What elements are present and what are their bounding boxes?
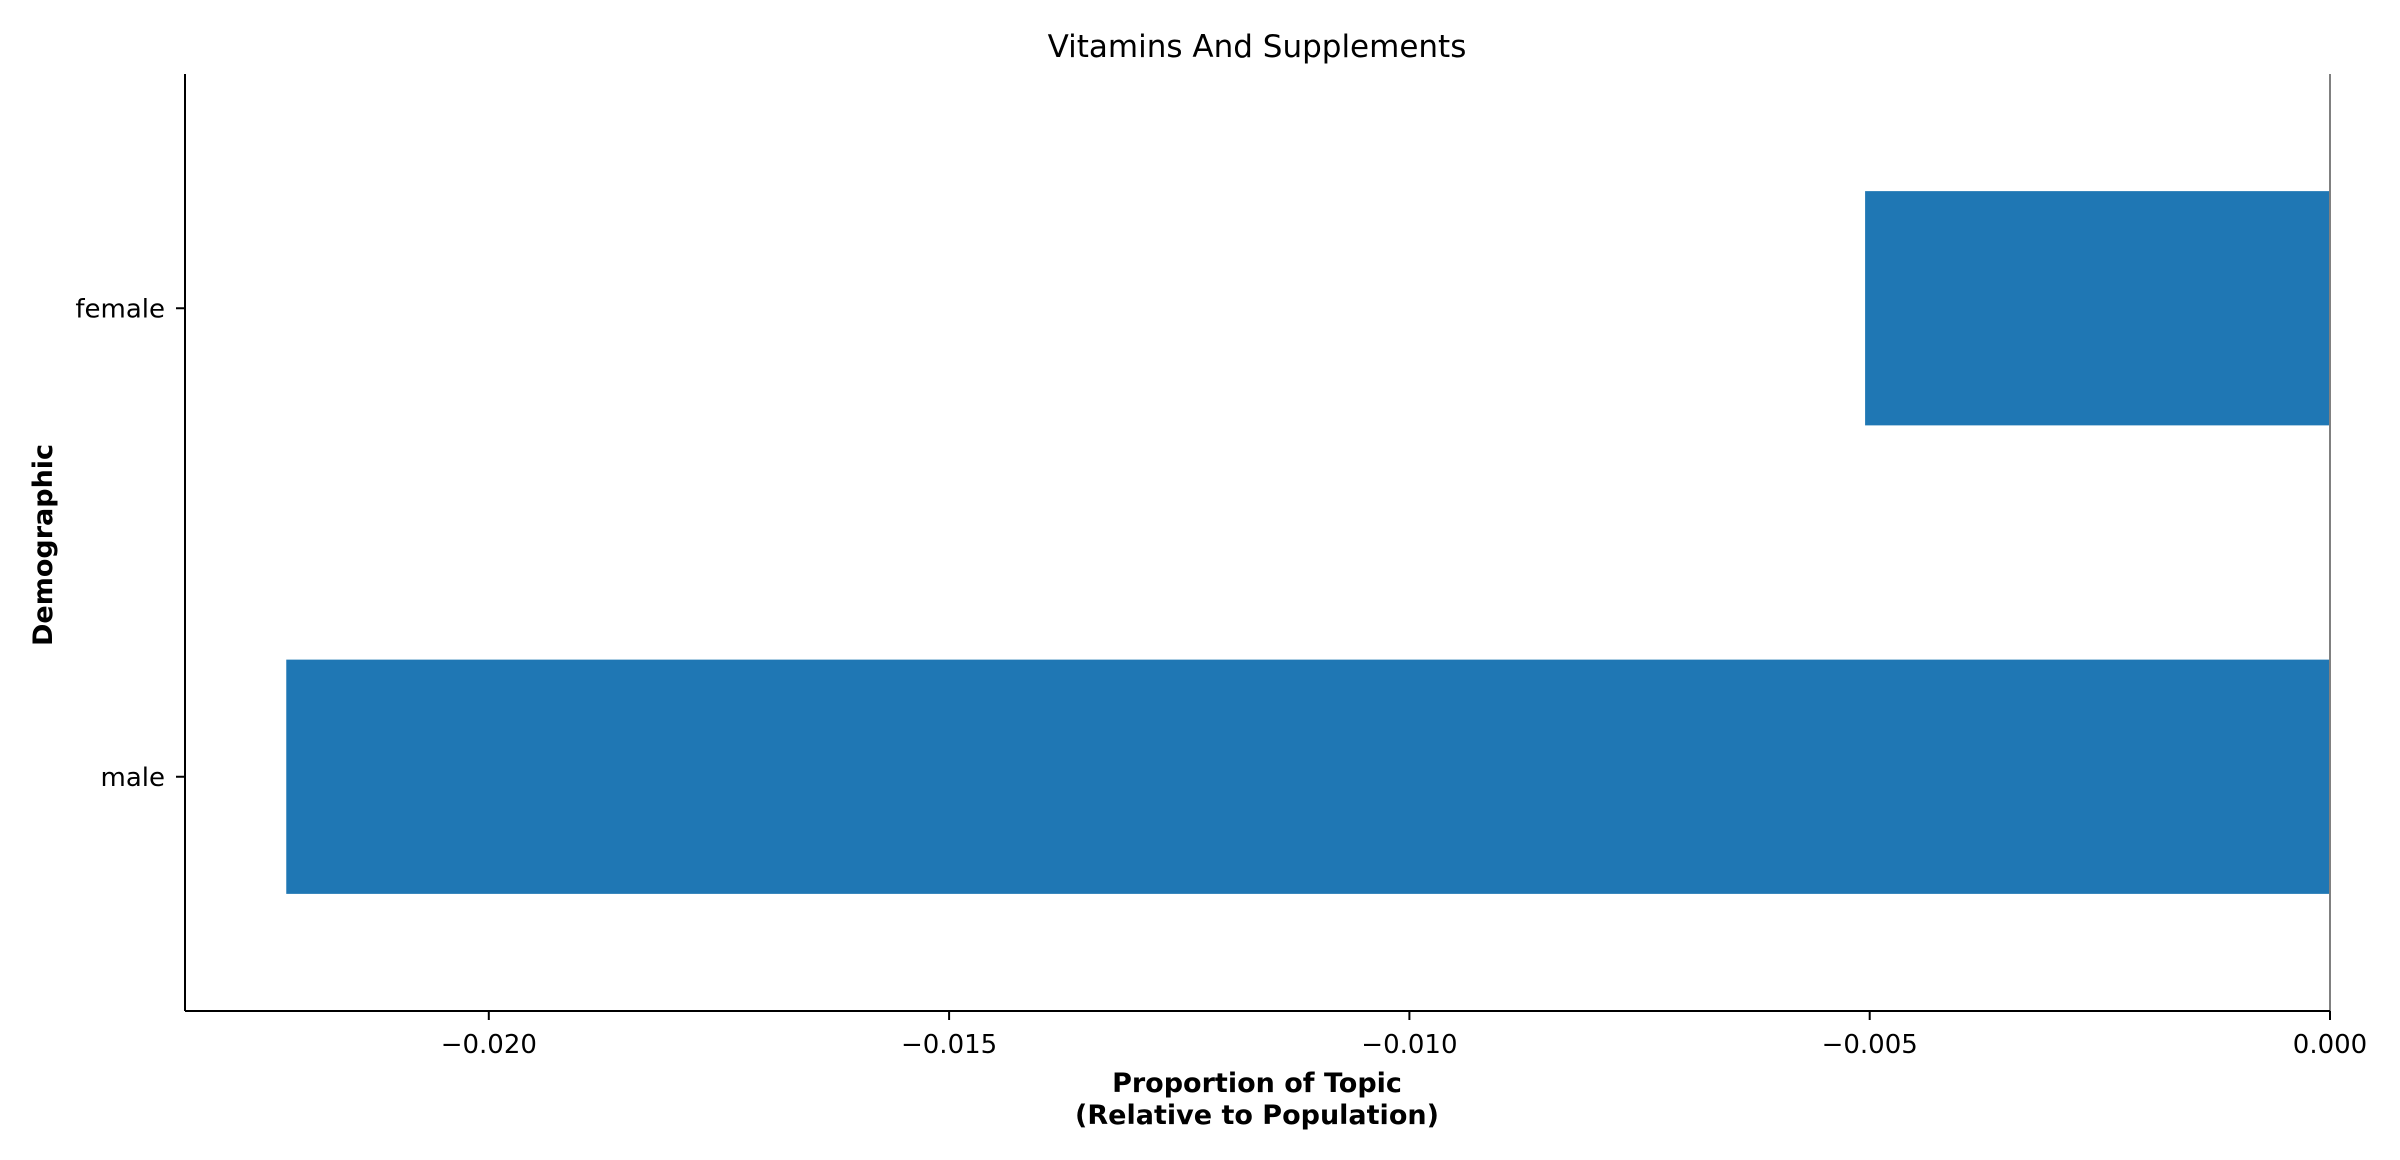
bars [286, 191, 2330, 894]
bar-male [286, 659, 2330, 894]
x-axis-label-line1: Proportion of Topic [1112, 1068, 1402, 1099]
x-tick-label: −0.020 [441, 1030, 537, 1060]
x-tick-label: −0.010 [1361, 1030, 1457, 1060]
chart-title: Vitamins And Supplements [1048, 29, 1467, 65]
x-ticks: −0.020 −0.015 −0.010 −0.005 0.000 [441, 1011, 2367, 1060]
x-tick-label: −0.015 [901, 1030, 997, 1060]
y-axis-label: Demographic [28, 444, 59, 646]
x-tick-label: 0.000 [2293, 1030, 2367, 1060]
y-tick-label-female: female [75, 294, 165, 324]
bar-female [1865, 191, 2330, 426]
y-ticks: male female [75, 294, 185, 793]
x-axis-label-line2: (Relative to Population) [1075, 1100, 1439, 1131]
x-tick-label: −0.005 [1822, 1030, 1918, 1060]
y-tick-label-male: male [101, 763, 165, 793]
